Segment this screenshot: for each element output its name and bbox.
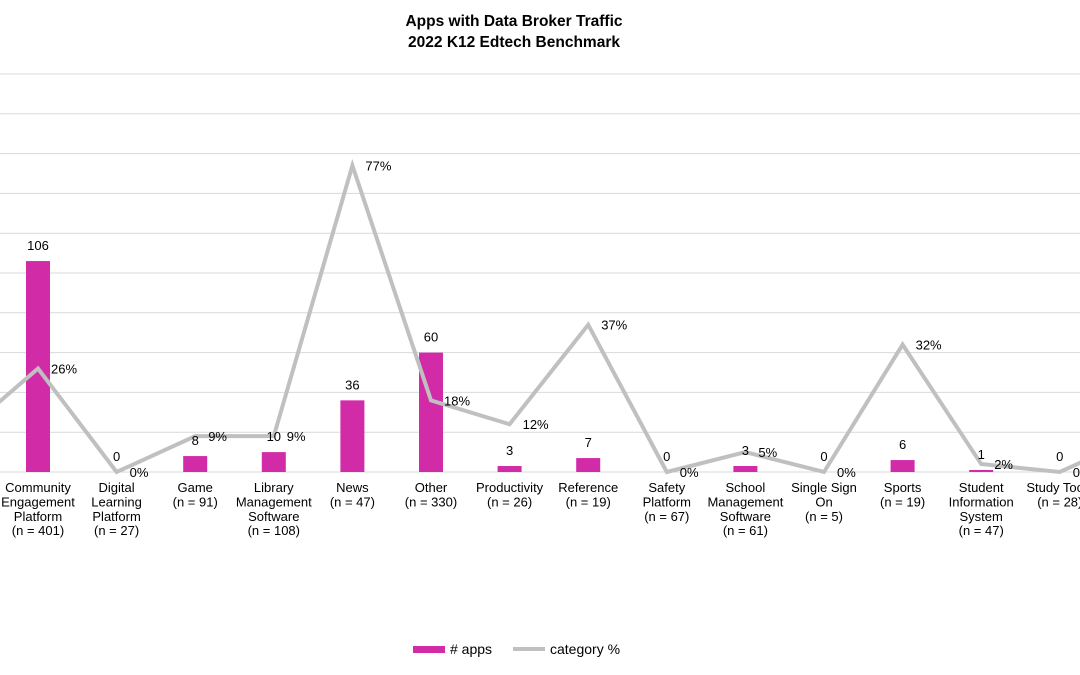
category-tick-label: System [960, 509, 1003, 524]
line-data-label: 9% [287, 429, 306, 444]
category-tick-label: (n = 26) [487, 494, 532, 509]
category-tick-label: Library [254, 480, 294, 495]
chart-subtitle: 2022 K12 Edtech Benchmark [408, 34, 620, 51]
category-tick-label: Game [177, 480, 212, 495]
legend-label-category: category % [550, 641, 621, 657]
category-tick-label: Study Tools [1026, 480, 1080, 495]
category-tick-label: Platform [14, 509, 62, 524]
category-tick-label: Sports [884, 480, 922, 495]
category-tick-label: Learning [91, 494, 142, 509]
line-data-label: 0% [837, 465, 856, 480]
legend-item-category: category % [513, 641, 620, 657]
legend-label-apps: # apps [450, 641, 493, 657]
category-tick-label: (n = 330) [405, 494, 457, 509]
bar-data-label: 60 [424, 330, 438, 345]
line-data-label: 0% [130, 465, 149, 480]
bar-data-label: 10 [267, 429, 281, 444]
category-tick-label: (n = 19) [880, 494, 925, 509]
line-data-label: 2% [994, 457, 1013, 472]
category-tick-label: (n = 401) [12, 523, 64, 538]
category-tick-label: Management [707, 494, 783, 509]
bar-data-label: 0 [1056, 449, 1063, 464]
category-tick-label: Safety [648, 480, 685, 495]
category-tick-label: (n = 5) [805, 509, 843, 524]
line-data-label: 32% [916, 338, 942, 353]
bar-data-label: 8 [192, 433, 199, 448]
category-tick-label: Single Sign [791, 480, 857, 495]
category-tick-label: Platform [92, 509, 140, 524]
category-tick-label: News [336, 480, 369, 495]
series-line [0, 158, 1080, 475]
bar-data-label: 7 [585, 435, 592, 450]
bar-data-label: 3 [742, 443, 749, 458]
bar-data-label: 6 [899, 437, 906, 452]
legend-swatch-line [513, 647, 545, 651]
line-data-label: 9% [208, 429, 227, 444]
category-tick-label: (n = 47) [959, 523, 1004, 538]
bar [497, 466, 522, 472]
legend-swatch-bar [413, 645, 445, 653]
category-tick-label: (n = 27) [94, 523, 139, 538]
category-tick-label: Software [720, 509, 771, 524]
category-tick-label: (n = 47) [330, 494, 375, 509]
line-data-label: 0% [680, 465, 699, 480]
category-tick-label: On [815, 494, 832, 509]
category-tick-label: Platform [643, 494, 691, 509]
line-data-label: 12% [523, 417, 549, 432]
category-tick-label: (n = 19) [566, 494, 611, 509]
category-tick-label: Reference [558, 480, 618, 495]
category-tick-label: Information [949, 494, 1014, 509]
category-tick-label: Productivity [476, 480, 544, 495]
category-tick-label: Management [236, 494, 312, 509]
category-tick-label: (n = 61) [723, 523, 768, 538]
category-tick-label: School [726, 480, 766, 495]
legend-item-apps: # apps [413, 641, 492, 657]
line-data-label: 5% [758, 445, 777, 460]
category-tick-label: Software [248, 509, 299, 524]
bar [969, 470, 994, 472]
bar-data-label: 3 [506, 443, 513, 458]
category-tick-label: Digital [99, 480, 135, 495]
bar [340, 400, 365, 472]
bar [890, 460, 915, 472]
line-data-label: 37% [601, 318, 627, 333]
category-tick-label: Engagement [1, 494, 75, 509]
category-tick-label: Other [415, 480, 448, 495]
chart-title: Apps with Data Broker Traffic [405, 13, 623, 30]
line-data-label: 26% [51, 362, 77, 377]
bar-data-label: 0 [663, 449, 670, 464]
bar-data-label: 106 [27, 238, 49, 253]
bar [261, 452, 286, 472]
bar [183, 456, 208, 472]
category-tick-label: (n = 108) [248, 523, 300, 538]
category-tick-label: Community [5, 480, 71, 495]
category-tick-label: (n = 91) [173, 494, 218, 509]
bar [733, 466, 758, 472]
line-data-label: 18% [444, 393, 470, 408]
bar [576, 458, 601, 472]
line-data-label: 0% [1073, 465, 1080, 480]
category-tick-label: (n = 67) [644, 509, 689, 524]
chart-legend: # apps category % [0, 641, 1080, 661]
category-tick-label: Student [959, 480, 1004, 495]
category-tick-label: (n = 28) [1037, 494, 1080, 509]
bar-data-label: 0 [820, 449, 827, 464]
line-data-label: 77% [365, 159, 391, 174]
bar-data-label: 36 [345, 377, 359, 392]
bar-data-label: 0 [113, 449, 120, 464]
bar-data-label: 1 [978, 447, 985, 462]
